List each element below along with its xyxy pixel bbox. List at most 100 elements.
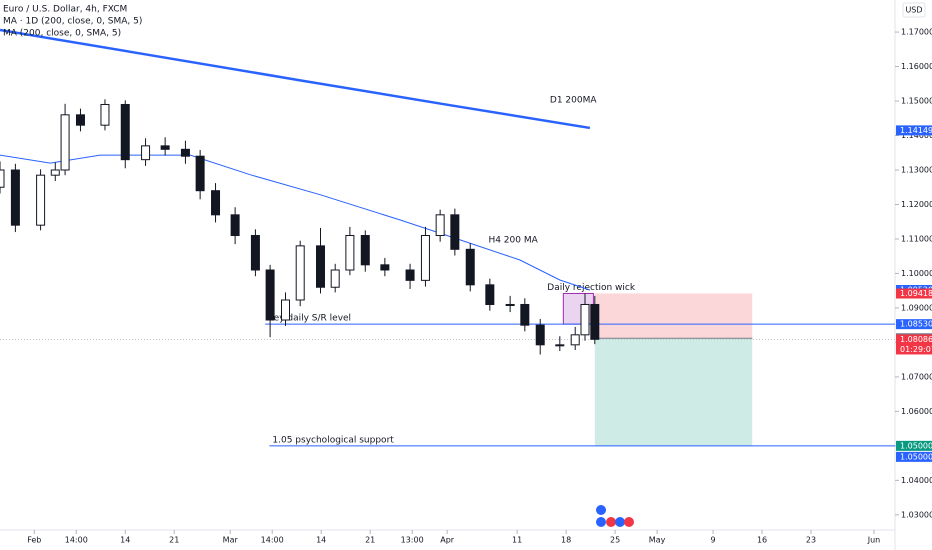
x-tick-label: 21 [365, 536, 375, 545]
target-zone [594, 338, 753, 446]
annotation: 1.05 psychological support [272, 435, 394, 445]
candle-body [485, 284, 495, 305]
candle [180, 140, 190, 164]
x-tick-label: 18 [561, 536, 571, 545]
candle [10, 163, 20, 233]
candle [75, 108, 85, 132]
candle [420, 226, 430, 287]
price-tag-label: 1.05000 [900, 441, 932, 450]
candle-body [330, 269, 340, 288]
x-tick-label: Apr [440, 536, 455, 545]
candle-body [211, 190, 221, 216]
candle-body [250, 235, 260, 271]
x-tick-label: 14:00 [261, 536, 284, 545]
indicator-legend: MA · 1D (200, close, 0, SMA, 5) [3, 17, 142, 27]
countdown: 01:29:07 [900, 345, 932, 354]
x-tick-label: 14:00 [65, 536, 88, 545]
x-tick-label: Mar [223, 536, 239, 545]
candle-body [36, 174, 46, 226]
candle [380, 257, 390, 277]
candle-body [450, 214, 460, 250]
price-tag [896, 440, 932, 451]
candle-body [295, 245, 305, 301]
event-icon[interactable] [596, 505, 606, 515]
candle-body [60, 114, 70, 171]
chart-title: Euro / U.S. Dollar, 4h, FXCM [3, 5, 127, 15]
candle [100, 99, 110, 131]
moving-average [0, 154, 591, 291]
y-tick-label: 1.13000 [901, 166, 932, 175]
candle [465, 243, 475, 292]
price-tag-label: 1.14149 [900, 126, 932, 135]
candle [520, 298, 530, 332]
y-tick-label: 1.12000 [901, 200, 932, 209]
candle-body [535, 324, 545, 346]
price-tag [896, 125, 932, 136]
candle-body [281, 299, 291, 321]
currency-button[interactable] [902, 2, 926, 18]
candle [505, 295, 515, 313]
candle-body [120, 103, 130, 161]
candle-body [100, 103, 110, 126]
y-tick-label: 1.15000 [901, 97, 932, 106]
price-tag [896, 451, 932, 462]
y-tick-label: 1.03000 [901, 510, 932, 519]
x-tick-label: 14 [316, 536, 326, 545]
event-icon[interactable] [615, 517, 625, 527]
x-tick-label: 21 [169, 536, 179, 545]
event-icon[interactable] [624, 517, 634, 527]
candle [281, 292, 291, 326]
candle-body [380, 264, 390, 271]
price-tag [896, 334, 932, 355]
price-tag [896, 288, 932, 299]
event-icon[interactable] [606, 517, 616, 527]
candle [485, 278, 495, 311]
candle [160, 137, 170, 156]
ma-label: H4 200 MA [488, 236, 538, 246]
candle-body [141, 145, 151, 161]
candle-body [435, 214, 445, 237]
x-tick-label: May [649, 536, 666, 545]
event-icon[interactable] [596, 517, 606, 527]
price-tag [896, 319, 932, 330]
candle-body [570, 334, 580, 346]
x-tick-label: 14 [120, 536, 130, 545]
candle-body [315, 245, 325, 288]
candle [230, 207, 240, 245]
candle [315, 227, 325, 294]
candle-body [520, 303, 530, 326]
plot: Daily rejection wick Key daily S/R level 1… [0, 28, 895, 447]
candle-body [345, 235, 355, 271]
price-tag-label: 1.08086 [900, 335, 932, 344]
candle [0, 161, 5, 194]
candle [360, 230, 370, 272]
y-tick-label: 1.06000 [901, 407, 932, 416]
candle [345, 226, 355, 276]
candle-body [10, 169, 20, 226]
candle [535, 318, 545, 355]
candle-body [180, 148, 190, 157]
y-tick-label: 1.11000 [901, 234, 932, 243]
candle-body [360, 235, 370, 266]
annotation: Key daily S/R level [268, 314, 351, 324]
candle [211, 183, 221, 223]
y-tick-label: 1.14000 [901, 131, 932, 140]
candle-body [420, 235, 430, 281]
candle [120, 100, 130, 169]
x-tick-label: 23 [806, 536, 816, 545]
candle [570, 326, 580, 350]
candle [265, 264, 275, 338]
candle [36, 169, 46, 231]
candle-body [555, 344, 565, 347]
candle [555, 336, 565, 352]
candle-body [0, 169, 5, 188]
candle-body [580, 303, 590, 336]
x-tick-label: 13:00 [401, 536, 424, 545]
stop-zone [594, 293, 753, 339]
price-tag-label: 1.08530 [900, 320, 932, 329]
price-tag-label: 1.05000 [900, 452, 932, 461]
x-tick-label: 16 [757, 536, 767, 545]
candle [60, 103, 70, 176]
event-icons[interactable] [596, 505, 634, 527]
